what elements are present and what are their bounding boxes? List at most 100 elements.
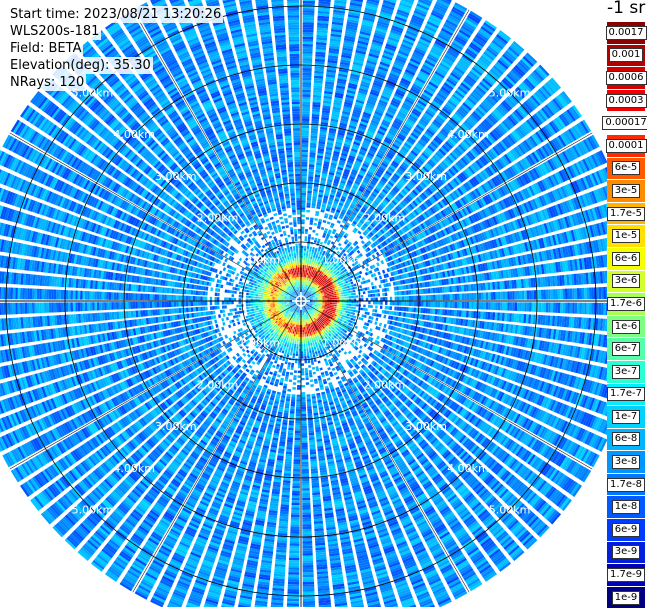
ray-cell xyxy=(413,290,416,295)
ray-cell xyxy=(565,303,568,314)
ray-cell xyxy=(531,302,534,311)
ray-cell xyxy=(462,293,465,300)
ray-cell xyxy=(303,30,314,33)
ray-cell xyxy=(344,294,347,296)
ray-cell xyxy=(309,164,315,167)
ray-cell xyxy=(483,302,486,309)
ray-cell xyxy=(423,302,426,307)
ray-cell xyxy=(452,310,455,316)
ray-cell xyxy=(459,285,462,292)
ray-cell xyxy=(376,262,380,266)
ray-cell xyxy=(302,94,310,97)
ray-cell xyxy=(302,210,306,212)
ray-cell xyxy=(591,287,594,299)
ray-cell xyxy=(339,305,342,307)
ray-cell xyxy=(310,145,316,148)
ray-cell xyxy=(399,296,402,300)
ray-cell xyxy=(601,303,604,315)
ray-cell xyxy=(303,22,314,25)
ray-cell xyxy=(351,307,354,309)
ray-cell xyxy=(524,291,527,300)
ray-cell xyxy=(582,288,585,299)
ray-cell xyxy=(375,297,377,300)
ray-cell xyxy=(519,302,522,311)
ray-cell xyxy=(396,286,399,290)
ray-cell xyxy=(603,303,606,315)
ray-cell xyxy=(599,303,602,315)
ray-cell xyxy=(380,306,383,309)
ray-cell xyxy=(396,312,399,316)
ray-cell xyxy=(584,303,587,314)
ray-cell xyxy=(306,268,308,271)
ray-cell xyxy=(467,302,470,309)
ray-cell xyxy=(392,302,394,306)
ray-cell xyxy=(374,321,377,325)
ray-cell xyxy=(335,289,338,291)
ray-cell xyxy=(354,296,357,298)
ray-cell xyxy=(303,10,315,13)
ray-cell xyxy=(341,290,344,292)
ray-cell xyxy=(326,308,329,310)
ray-cell xyxy=(303,267,304,269)
ray-cell xyxy=(302,92,310,95)
ray-cell xyxy=(365,268,368,272)
ray-cell xyxy=(314,218,318,221)
ray-cell xyxy=(337,299,339,301)
ray-cell xyxy=(335,287,338,289)
ray-cell xyxy=(303,46,313,49)
ray-cell xyxy=(325,304,328,305)
ray-cell xyxy=(384,288,387,292)
ray-cell xyxy=(507,302,510,310)
ray-cell xyxy=(404,307,407,311)
ray-cell xyxy=(469,293,472,300)
ray-cell xyxy=(354,301,356,303)
ray-cell xyxy=(447,310,450,316)
ray-cell xyxy=(522,302,525,311)
ray-cell xyxy=(309,160,315,163)
ray-cell xyxy=(302,287,303,289)
ray-cell xyxy=(348,306,351,308)
ray-cell xyxy=(303,277,304,280)
ray-cell xyxy=(309,162,315,165)
ray-cell xyxy=(555,289,558,299)
ray-cell xyxy=(584,288,587,299)
ray-cell xyxy=(397,296,400,300)
ray-cell xyxy=(382,293,385,297)
ray-cell xyxy=(524,302,527,311)
ray-cell xyxy=(423,289,426,294)
ray-cell xyxy=(339,293,342,295)
ray-cell xyxy=(596,303,599,315)
ray-cell xyxy=(343,292,346,294)
ray-cell xyxy=(307,244,310,247)
ray-cell xyxy=(357,279,360,282)
ray-cell xyxy=(406,290,409,294)
ray-cell xyxy=(340,224,344,228)
ray-cell xyxy=(503,292,506,300)
ray-cell xyxy=(370,290,373,293)
ray-cell xyxy=(353,310,356,313)
ray-cell xyxy=(416,289,419,294)
ray-cell xyxy=(330,303,332,304)
ray-cell xyxy=(500,292,503,300)
ray-cell xyxy=(312,259,314,262)
ray-cell xyxy=(404,302,407,306)
ray-cell xyxy=(311,252,313,255)
ray-cell xyxy=(328,309,331,311)
ray-cell xyxy=(336,291,339,293)
ray-cell xyxy=(371,298,373,301)
ray-cell xyxy=(375,301,377,304)
ray-cell xyxy=(303,8,315,11)
ray-cell xyxy=(302,73,311,76)
ray-cell xyxy=(301,251,303,253)
ray-cell xyxy=(380,297,382,300)
ray-cell xyxy=(303,280,304,282)
ray-cell xyxy=(326,292,329,294)
ray-cell xyxy=(332,304,335,306)
ray-cell xyxy=(495,302,498,310)
ray-cell xyxy=(353,290,356,293)
ray-cell xyxy=(551,303,554,313)
ray-cell xyxy=(322,296,325,297)
ray-cell xyxy=(342,303,345,305)
ray-cell xyxy=(302,166,307,169)
ray-cell xyxy=(507,291,510,299)
